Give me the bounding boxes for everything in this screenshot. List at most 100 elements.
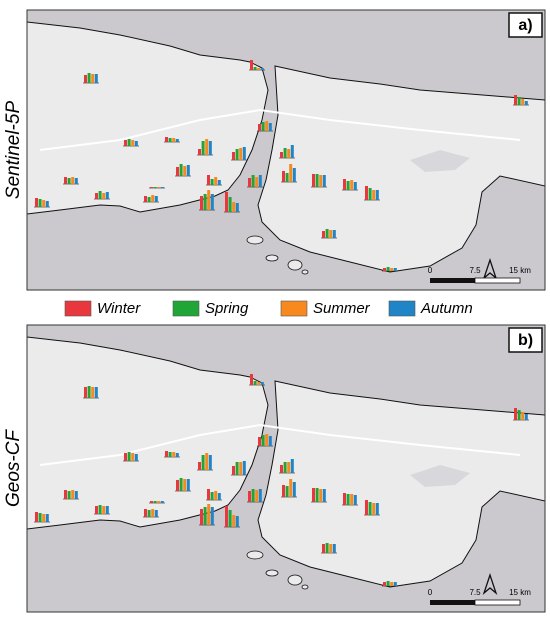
- season-bar: [353, 182, 357, 190]
- season-bar: [176, 167, 179, 176]
- season-bar: [228, 197, 232, 212]
- season-bar: [228, 510, 232, 527]
- legend-label: Autumn: [420, 300, 473, 317]
- season-bar: [383, 268, 386, 271]
- season-bar: [198, 149, 201, 155]
- season-bar: [325, 229, 329, 238]
- season-bar: [201, 455, 205, 470]
- season-bar: [172, 452, 176, 457]
- season-bar: [217, 493, 221, 500]
- season-bar: [517, 97, 521, 105]
- season-bar: [208, 141, 212, 155]
- season-bar: [285, 173, 289, 182]
- season-bar: [175, 453, 179, 457]
- scale-black: [430, 278, 475, 283]
- season-bar: [74, 491, 78, 499]
- season-bar: [282, 485, 285, 497]
- legend-swatch: [280, 300, 308, 317]
- road: [39, 108, 521, 151]
- island: [301, 269, 309, 275]
- season-bar: [165, 451, 168, 457]
- season-bar: [332, 230, 336, 238]
- legend: Winter Spring Summer Autumn: [64, 300, 473, 317]
- season-bar: [64, 490, 67, 499]
- panel-label-box: [508, 12, 543, 38]
- season-bar: [365, 186, 368, 200]
- season-bar: [251, 175, 255, 187]
- season-bar: [84, 75, 87, 83]
- north-arrow: [482, 257, 498, 280]
- season-bar: [84, 387, 87, 398]
- season-bar: [383, 582, 386, 586]
- land: [27, 336, 545, 590]
- season-bar: [203, 194, 207, 210]
- season-bar: [200, 509, 203, 525]
- season-bar: [248, 491, 251, 502]
- season-bar: [322, 175, 326, 187]
- season-bar: [144, 196, 147, 202]
- season-bar: [258, 489, 262, 502]
- season-bar: [265, 121, 269, 131]
- season-bar: [368, 502, 372, 515]
- season-bar: [205, 453, 209, 470]
- season-bar: [235, 462, 239, 475]
- season-bar: [210, 492, 214, 500]
- season-bar: [131, 140, 135, 146]
- season-bar: [153, 501, 157, 503]
- season-bar: [45, 201, 49, 207]
- season-bar: [154, 510, 158, 517]
- season-bar: [250, 60, 253, 70]
- season-bar: [524, 414, 528, 420]
- season-bar: [210, 179, 214, 185]
- season-bar: [350, 494, 354, 505]
- season-bar: [375, 503, 379, 515]
- season-bar: [258, 124, 261, 131]
- european-side: [27, 336, 269, 530]
- season-bar: [390, 268, 394, 271]
- season-bar: [71, 177, 75, 184]
- season-bar: [91, 74, 95, 83]
- season-bar: [208, 455, 212, 470]
- season-bar: [322, 544, 325, 553]
- season-bar: [289, 479, 293, 497]
- season-bar: [514, 95, 517, 105]
- season-bar: [98, 191, 102, 199]
- panel-label: b): [518, 332, 533, 349]
- panel-frame: [26, 324, 546, 613]
- legend-label: Winter: [97, 300, 141, 317]
- season-bar: [214, 177, 218, 185]
- season-bar: [250, 374, 253, 385]
- season-bar: [521, 412, 525, 420]
- season-bar: [315, 174, 319, 187]
- season-bar: [239, 148, 243, 160]
- legend-swatch: [172, 300, 200, 317]
- season-bar: [235, 149, 239, 160]
- panel-frame: [26, 9, 546, 291]
- season-bar: [87, 386, 91, 398]
- european-side: [27, 21, 269, 215]
- season-bar: [524, 101, 528, 105]
- season-bar: [292, 482, 296, 497]
- map-panel: [27, 10, 545, 290]
- season-bar: [42, 514, 46, 522]
- season-bar: [165, 137, 168, 142]
- season-bar: [343, 179, 346, 190]
- season-bar: [168, 452, 172, 457]
- season-bar: [225, 192, 228, 212]
- season-bar: [71, 490, 75, 499]
- season-bar: [251, 489, 255, 502]
- season-bar: [232, 466, 235, 475]
- season-bar: [186, 479, 190, 491]
- season-bar: [105, 192, 109, 199]
- season-bar: [179, 478, 183, 491]
- season-bar: [290, 459, 294, 473]
- season-bar: [35, 198, 38, 207]
- season-bar: [186, 165, 190, 176]
- season-bar: [168, 138, 172, 142]
- island: [287, 259, 303, 271]
- season-bar: [350, 180, 354, 190]
- season-bar: [210, 507, 214, 525]
- season-bar: [207, 489, 210, 500]
- season-bar: [175, 139, 179, 142]
